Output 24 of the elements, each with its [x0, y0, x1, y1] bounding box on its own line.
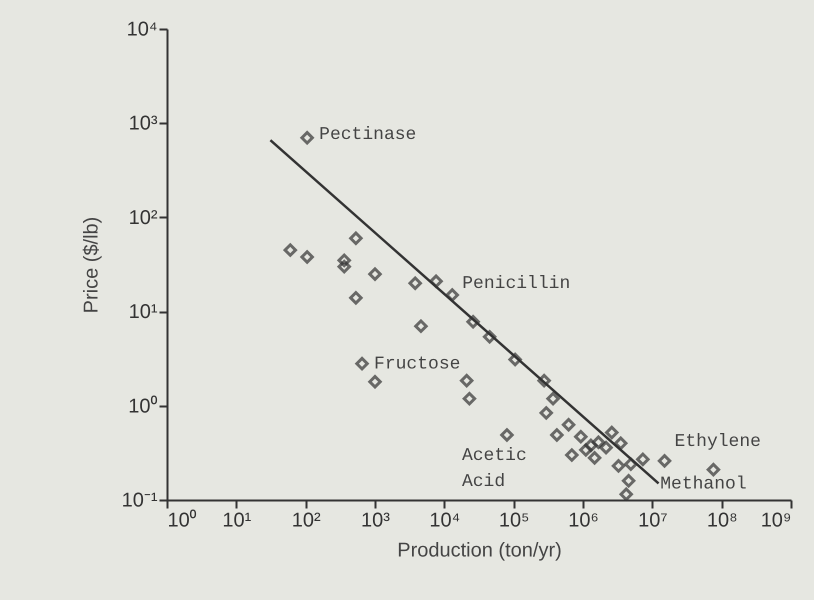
annotation: Pectinase — [319, 124, 416, 145]
y-axis-title: Price ($/lb) — [80, 216, 103, 314]
annotation: Fructose — [374, 354, 460, 375]
annotation: Methanol — [660, 474, 747, 494]
x-tick-label: 10⁰ — [168, 508, 197, 532]
y-tick-label: 10³ — [128, 112, 158, 135]
y-tick-label: 10⁴ — [126, 18, 158, 40]
y-tick-label: 10¹ — [128, 301, 158, 324]
x-tick-label: 10³ — [361, 510, 390, 532]
y-tick-label: 10⁰ — [128, 394, 158, 418]
x-axis-title: Production (ton/yr) — [397, 540, 562, 562]
x-tick-label: 10⁸ — [706, 510, 738, 532]
annotation: Ethylene — [674, 432, 761, 452]
x-tick-label: 10⁶ — [568, 510, 599, 532]
annotation: Acetic Acid — [462, 446, 527, 492]
x-tick-label: 10¹ — [222, 510, 252, 532]
x-tick-label: 10⁴ — [429, 510, 460, 532]
y-tick-label: 10⁻¹ — [122, 490, 158, 512]
x-tick-label: 10² — [292, 510, 321, 532]
y-tick-label: 10² — [128, 206, 158, 229]
x-tick-label: 10⁷ — [638, 510, 668, 532]
x-tick-label: 10⁹ — [760, 510, 792, 532]
annotation: Penicillin — [462, 274, 570, 294]
x-tick-label: 10⁵ — [498, 510, 530, 532]
